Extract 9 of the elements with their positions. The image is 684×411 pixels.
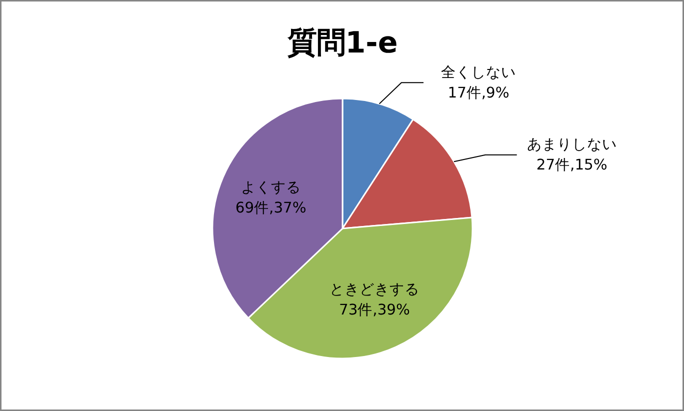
slice-label: よくする — [240, 179, 301, 196]
slice-label: ときどきする — [329, 280, 420, 298]
slice-label: 全くしない — [441, 64, 516, 81]
chart-title: 質問1-e — [286, 26, 398, 60]
slice-label: あまりしない — [526, 136, 617, 154]
data-label: 27件,15% — [536, 156, 608, 174]
data-label: 17件,9% — [448, 84, 510, 102]
data-label: 73件,39% — [339, 301, 410, 318]
data-label: 69件,37% — [235, 199, 306, 216]
